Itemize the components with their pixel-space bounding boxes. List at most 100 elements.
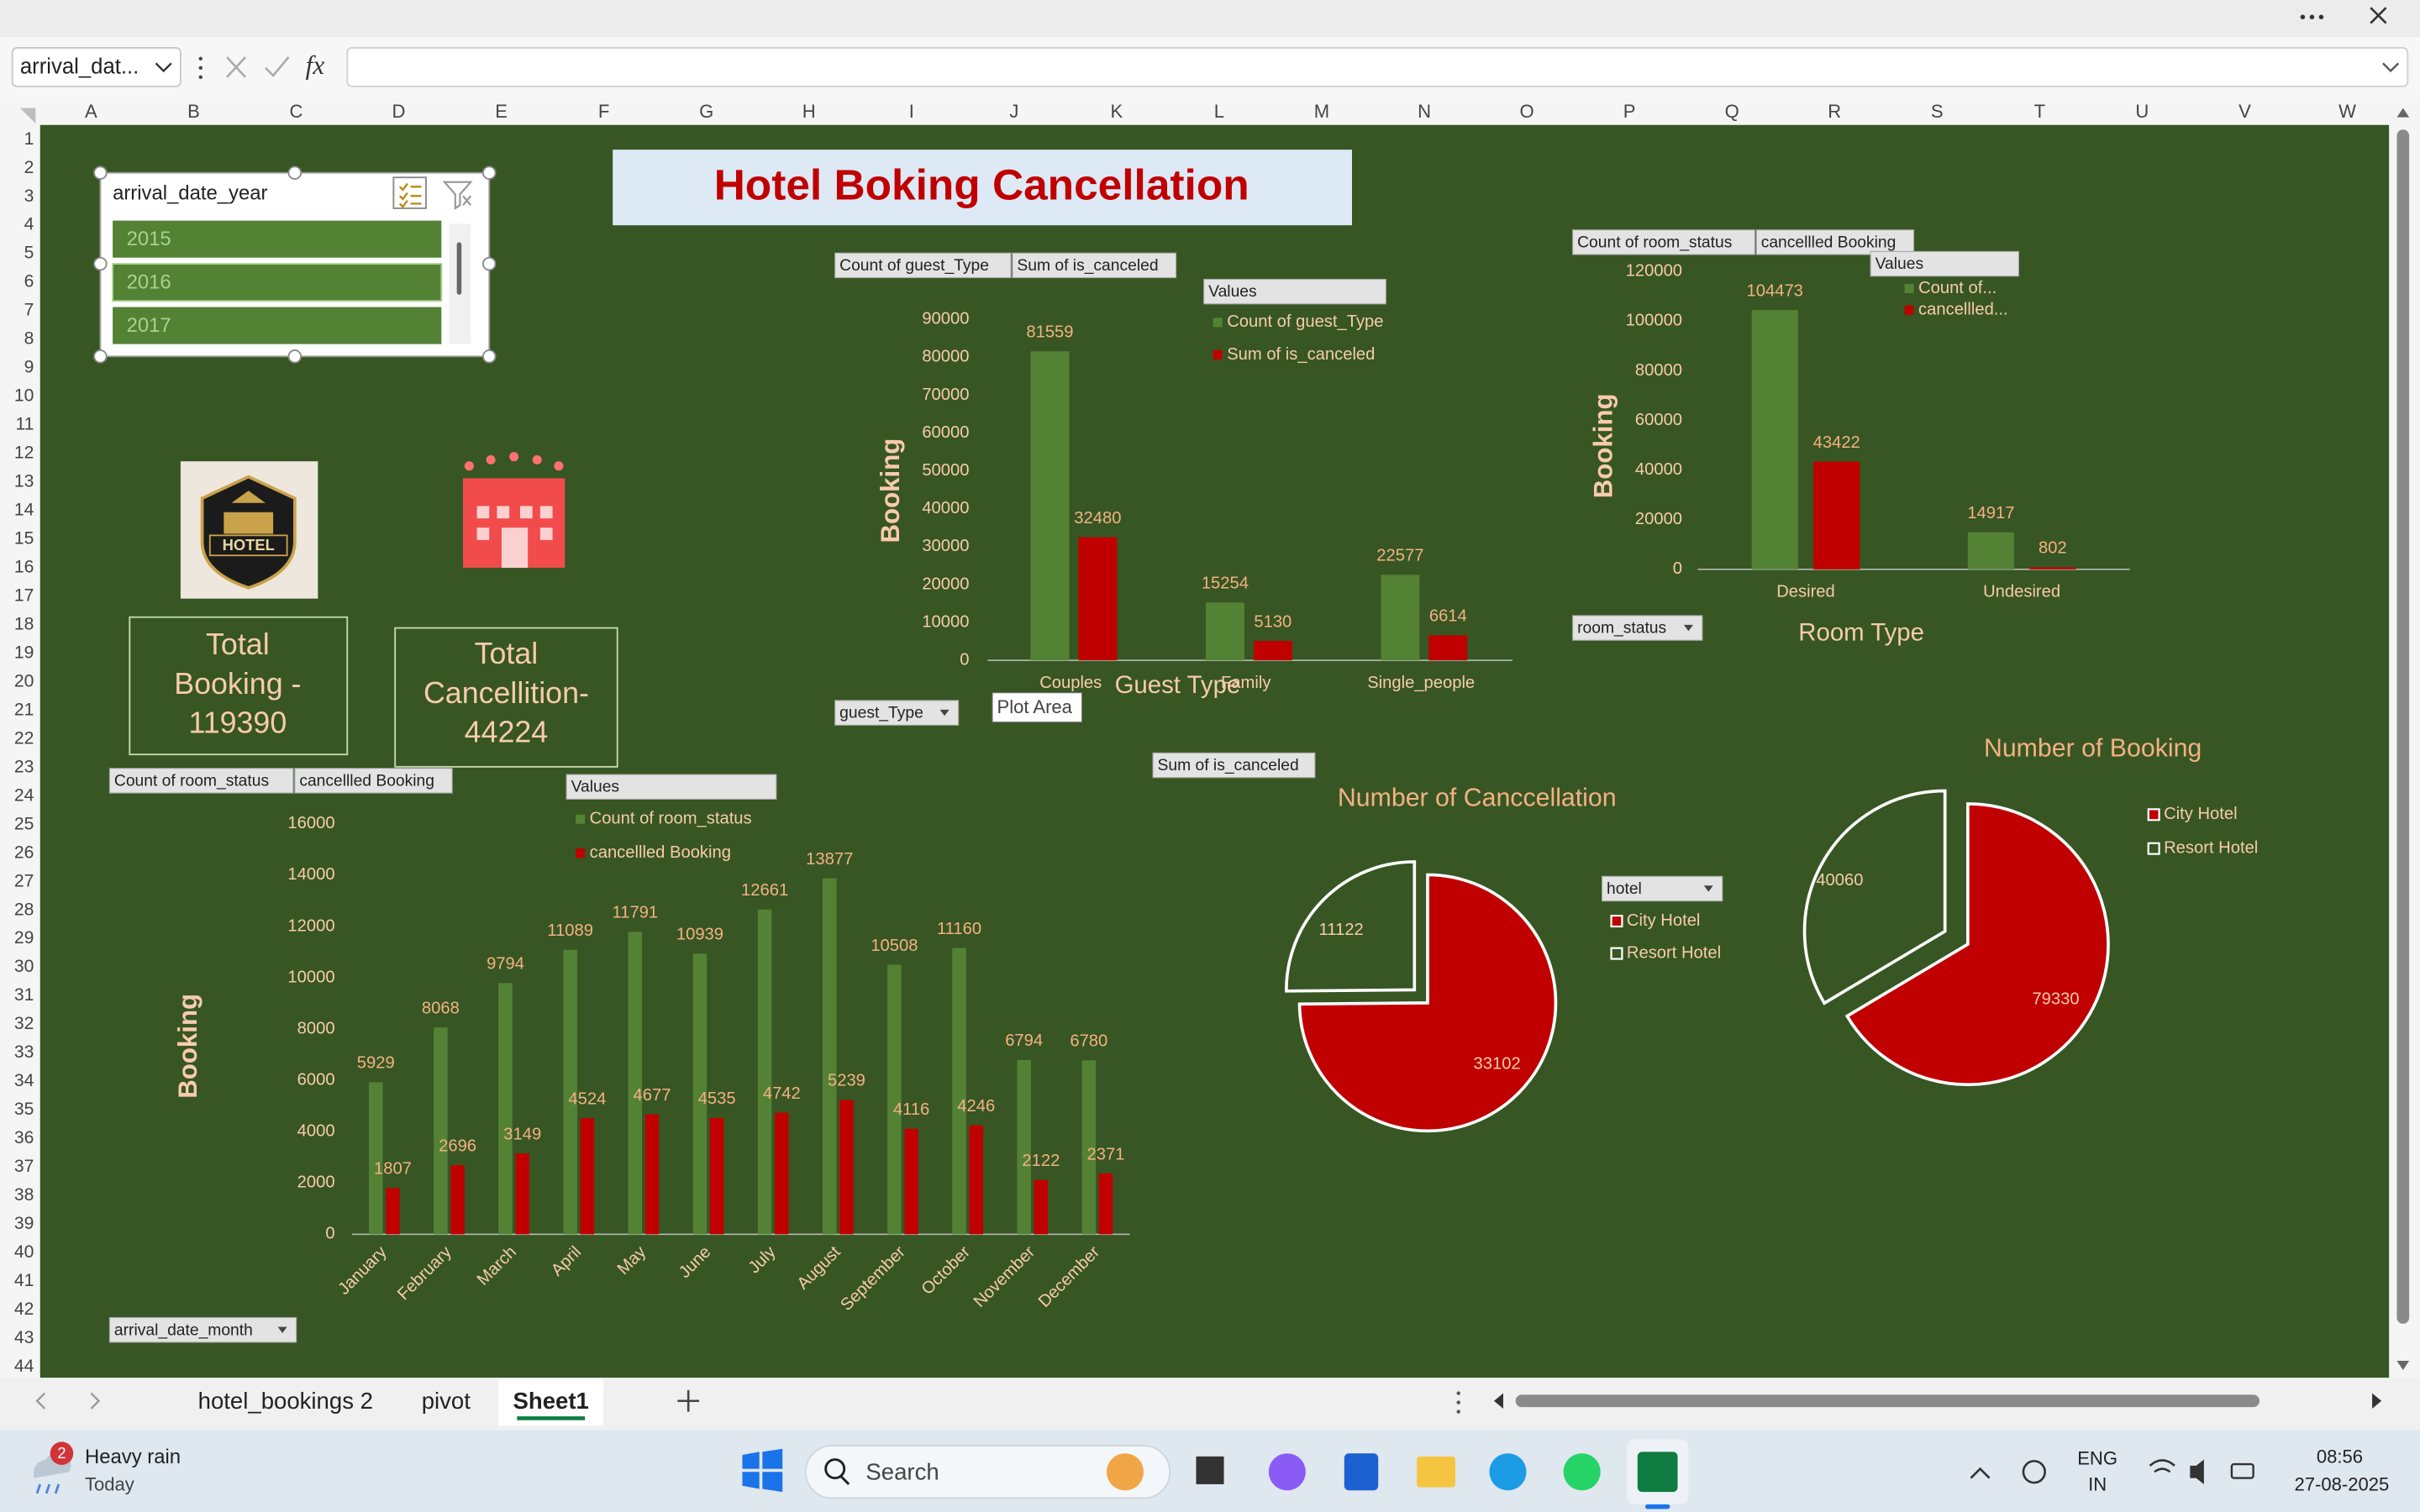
clock-time: 08:56 — [2317, 1446, 2363, 1467]
field-button[interactable] — [1572, 229, 1755, 255]
column-header: R — [1828, 101, 1841, 122]
store-icon[interactable] — [1344, 1453, 1379, 1491]
volume-icon[interactable] — [2190, 1459, 2204, 1484]
battery-icon[interactable] — [2230, 1462, 2254, 1479]
field-button[interactable] — [834, 252, 1012, 279]
row-header: 8 — [24, 329, 34, 349]
legend-marker — [2147, 842, 2160, 855]
y-tick-label: 80000 — [1635, 361, 1682, 380]
handle — [481, 349, 497, 364]
legend-label: Resort Hotel — [2164, 839, 2258, 858]
enter-icon — [265, 56, 290, 77]
whatsapp-icon[interactable] — [1563, 1453, 1601, 1491]
tab-next[interactable] — [90, 1392, 101, 1410]
row-header: 30 — [14, 957, 34, 976]
add-sheet[interactable] — [677, 1389, 700, 1412]
more-button[interactable] — [2300, 14, 2324, 19]
legend-marker — [1904, 305, 1914, 315]
badge-count: 2 — [57, 1444, 66, 1462]
taskbar-text: 2 Heavy rain Today ENG IN 08:56 27-08-20… — [57, 1444, 2389, 1495]
legend-label: City Hotel — [1627, 911, 1701, 930]
filter-button[interactable] — [108, 1317, 297, 1343]
y-tick-label: 0 — [960, 650, 969, 669]
button-label: cancellled Booking — [299, 772, 434, 790]
bar — [887, 964, 902, 1235]
start-button[interactable] — [742, 1448, 783, 1493]
filter-button[interactable] — [1572, 615, 1703, 641]
value-label: 11089 — [547, 921, 593, 940]
field-button[interactable] — [1012, 252, 1177, 279]
sheet-tab[interactable]: Sheet1 — [513, 1388, 589, 1414]
sheet-tab[interactable]: pivot — [422, 1388, 471, 1414]
explorer-icon[interactable] — [1417, 1456, 1456, 1488]
column-header: M — [1314, 101, 1329, 122]
search-box[interactable] — [804, 1445, 1171, 1499]
row-header: 26 — [14, 843, 34, 862]
close-button[interactable] — [2370, 7, 2387, 24]
column-header: L — [1214, 101, 1224, 122]
slicer-handles — [93, 165, 497, 364]
handle — [287, 349, 302, 364]
y-tick-label: 6000 — [297, 1071, 335, 1089]
column-header: Q — [1725, 101, 1739, 122]
edge-icon[interactable] — [1489, 1453, 1527, 1491]
scroll-up[interactable] — [2396, 108, 2410, 118]
dot — [198, 56, 203, 60]
wifi-icon[interactable] — [2149, 1459, 2175, 1473]
sheet-tab[interactable]: hotel_bookings 2 — [198, 1388, 373, 1414]
vertical-thumb[interactable] — [2396, 129, 2410, 1324]
column-header: K — [1111, 101, 1123, 122]
column-header: A — [85, 101, 97, 122]
chart-title: Number of Booking — [1984, 735, 2202, 763]
multiselect-icon[interactable] — [392, 176, 427, 209]
slicer-item[interactable] — [113, 307, 442, 344]
y-tick-label: 14000 — [287, 865, 334, 884]
value-label: 10508 — [871, 937, 918, 955]
excel-icon[interactable] — [1637, 1452, 1678, 1493]
lang-region: IN — [2088, 1474, 2107, 1495]
horizontal-thumb[interactable] — [1515, 1394, 2260, 1408]
dropdown-arrow — [1683, 624, 1693, 632]
name-box[interactable] — [11, 47, 182, 87]
kpi-box — [394, 627, 618, 768]
field-button[interactable] — [108, 768, 294, 794]
slicer-item[interactable] — [112, 263, 443, 302]
row-header: 37 — [14, 1157, 34, 1176]
copilot-icon[interactable] — [1268, 1453, 1306, 1491]
bar — [1030, 351, 1070, 661]
slicer-title: arrival_date_year — [113, 182, 267, 205]
row-header: 12 — [14, 444, 34, 463]
field-button[interactable] — [1152, 752, 1316, 779]
y-tick-label: 16000 — [287, 814, 334, 832]
column-header: F — [598, 101, 609, 122]
title-strip — [0, 0, 2420, 38]
y-tick-label: 50000 — [922, 461, 969, 480]
tray-arrow[interactable] — [1970, 1467, 1991, 1479]
row-header: 17 — [14, 585, 34, 605]
task-view[interactable] — [1196, 1456, 1224, 1484]
row-header: 2 — [24, 158, 34, 177]
formula-input[interactable] — [346, 47, 2409, 87]
bar — [775, 1112, 789, 1235]
slicer-thumb[interactable] — [456, 242, 462, 295]
value-label: 4524 — [568, 1090, 606, 1109]
dot — [532, 454, 542, 465]
slicer-item[interactable] — [113, 220, 442, 258]
field-button[interactable] — [294, 768, 453, 794]
filter-button[interactable] — [1601, 875, 1723, 902]
value-label: 5929 — [357, 1054, 395, 1073]
clear-filter-icon[interactable] — [442, 181, 473, 211]
bar — [498, 983, 513, 1235]
field-button[interactable] — [1755, 229, 1915, 255]
y-tick-label: 100000 — [1626, 312, 1682, 330]
scroll-down[interactable] — [2396, 1361, 2410, 1371]
filter-button[interactable] — [834, 700, 960, 726]
select-all[interactable] — [19, 108, 36, 123]
pie-label: 11122 — [1319, 921, 1364, 939]
tab-prev[interactable] — [35, 1392, 46, 1410]
button-label: Sum of is_canceled — [1158, 757, 1299, 774]
column-header: C — [290, 101, 303, 122]
slicer: arrival_date_year 2015 2016 2017 — [93, 165, 497, 364]
bar — [368, 1082, 383, 1235]
onedrive-icon[interactable] — [2022, 1460, 2046, 1484]
